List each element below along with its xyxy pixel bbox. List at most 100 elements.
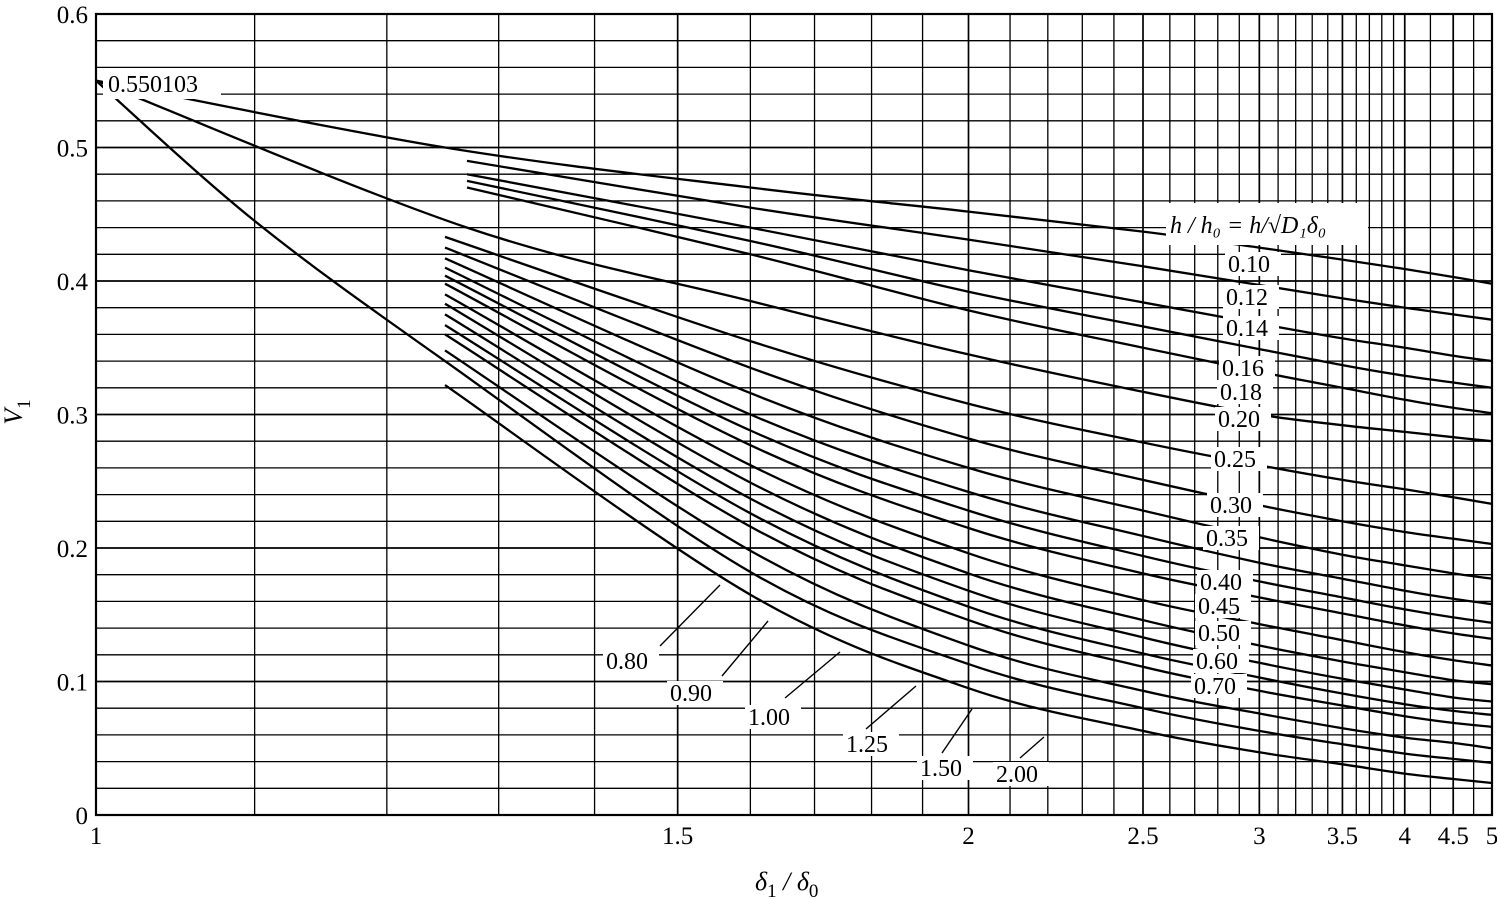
label-leader-0.80 bbox=[659, 584, 721, 647]
series-curve-1.00 bbox=[444, 333, 1493, 729]
label-background-0.10 bbox=[1225, 252, 1281, 276]
series-label-1.25: 1.25 bbox=[846, 732, 888, 758]
series-curve-0.14 bbox=[466, 173, 1493, 363]
label-background-0.18 bbox=[1217, 380, 1273, 404]
label-background-0.50 bbox=[1195, 621, 1251, 645]
x-axis-title-slash: / bbox=[777, 867, 797, 896]
plot-frame bbox=[94, 12, 1494, 817]
legend-title: h / h₀ = h/√D₁δ₀ bbox=[1170, 213, 1326, 239]
series-label-0.70: 0.70 bbox=[1194, 674, 1236, 700]
series-curve-0.40 bbox=[444, 266, 1493, 606]
series-label-0.80: 0.80 bbox=[606, 649, 648, 675]
y-tick-label: 0.6 bbox=[57, 2, 88, 29]
y-tick-label: 0.5 bbox=[57, 136, 88, 163]
y-tick-label: 0.3 bbox=[57, 403, 88, 430]
label-background-0.35 bbox=[1203, 526, 1259, 550]
series-label-0.40: 0.40 bbox=[1200, 570, 1242, 596]
series-label-0.50: 0.50 bbox=[1198, 621, 1240, 647]
label-leader-1.50 bbox=[941, 708, 973, 754]
label-background-0.45 bbox=[1195, 594, 1251, 618]
x-tick-label: 1 bbox=[90, 823, 103, 850]
series-label-0.16: 0.16 bbox=[1222, 356, 1264, 382]
label-background-1.00 bbox=[745, 705, 801, 729]
series-label-0.90: 0.90 bbox=[670, 681, 712, 707]
series-label-1.50: 1.50 bbox=[920, 756, 962, 782]
y-axis-title-main: V bbox=[0, 406, 28, 425]
label-background-0.60 bbox=[1193, 649, 1249, 673]
y-axis-title: V1 bbox=[0, 399, 35, 424]
series-curve-0.70 bbox=[444, 302, 1493, 686]
grid bbox=[94, 12, 1494, 817]
series-label-0.12: 0.12 bbox=[1226, 285, 1268, 311]
series-curve-0.35 bbox=[444, 257, 1493, 580]
series-label-0.25: 0.25 bbox=[1214, 447, 1256, 473]
x-tick-label: 5 bbox=[1486, 823, 1497, 850]
series-label-0.18: 0.18 bbox=[1220, 380, 1262, 406]
label-background-0.90 bbox=[667, 681, 723, 705]
label-background-0.40 bbox=[1197, 570, 1253, 594]
y-axis-title-sub: 1 bbox=[14, 399, 35, 409]
x-tick-label: 2 bbox=[962, 823, 975, 850]
label-background-0.14 bbox=[1223, 316, 1279, 340]
y-tick-label: 0.2 bbox=[57, 536, 88, 563]
series-curve-0.60 bbox=[444, 293, 1493, 667]
label-leader-2.00 bbox=[1019, 736, 1045, 759]
series-label-0.30: 0.30 bbox=[1210, 493, 1252, 519]
series-label-0.45: 0.45 bbox=[1198, 594, 1240, 620]
label-background-1.25 bbox=[843, 732, 899, 756]
label-leader-0.90 bbox=[721, 620, 769, 677]
x-tick-label: 2.5 bbox=[1127, 823, 1158, 850]
series-curve-0.10 bbox=[95, 79, 1493, 285]
series-curve-1.25 bbox=[444, 349, 1493, 750]
label-background-2.00 bbox=[993, 762, 1049, 786]
series-curve-0.20 bbox=[95, 79, 1493, 443]
label-background-0.12 bbox=[1223, 285, 1279, 309]
series-curve-2.00 bbox=[444, 384, 1493, 785]
series-curve-0.80 bbox=[444, 313, 1493, 703]
series-curve-1.50 bbox=[95, 79, 1493, 765]
curves bbox=[95, 79, 1493, 785]
label-background-0.25 bbox=[1211, 447, 1267, 471]
label-background-0.16 bbox=[1219, 356, 1275, 380]
x-tick-label: 1.5 bbox=[662, 823, 693, 850]
x-tick-label: 3 bbox=[1253, 823, 1266, 850]
label-background-0.20 bbox=[1215, 407, 1271, 431]
y-tick-label: 0.4 bbox=[57, 269, 89, 296]
y-tick-label: 0 bbox=[76, 803, 89, 830]
label-background-0.80 bbox=[603, 649, 659, 673]
label-leader-1.00 bbox=[784, 651, 841, 699]
x-axis-title: δ1 / δ0 bbox=[755, 867, 818, 899]
series-label-1.00: 1.00 bbox=[748, 705, 790, 731]
annotation-background bbox=[103, 71, 221, 99]
label-background-1.50 bbox=[917, 756, 973, 780]
series-label-2.00: 2.00 bbox=[996, 762, 1038, 788]
series-curve-0.90 bbox=[444, 324, 1493, 717]
series-curve-0.12 bbox=[466, 159, 1493, 321]
label-leaders bbox=[659, 584, 1045, 759]
x-tick-label: 4 bbox=[1399, 823, 1412, 850]
x-axis-title-num-sub: 1 bbox=[767, 881, 777, 899]
y-tick-label: 0.1 bbox=[57, 670, 88, 697]
tick-labels: 1 1.5 2 2.5 3 3.5 4 4.5 5 0 0.1 0.2 0.3 0.4 0.5 0.6 bbox=[57, 2, 1497, 850]
x-axis-title-den: δ bbox=[797, 867, 810, 896]
legend-title-background bbox=[1166, 203, 1368, 245]
series-curve-0.25 bbox=[444, 235, 1493, 506]
label-background-0.30 bbox=[1207, 493, 1263, 517]
series-label-0.20: 0.20 bbox=[1218, 407, 1260, 433]
label-leader-1.25 bbox=[865, 685, 917, 730]
curve-labels: 0.10 0.12 0.14 0.160.180.20 0.25 0.30 0.35 0.40… bbox=[603, 252, 1281, 788]
series-curve-0.50 bbox=[444, 282, 1493, 640]
series-label-0.14: 0.14 bbox=[1226, 316, 1268, 342]
annotation-value: 0.550103 bbox=[108, 72, 198, 98]
x-tick-label: 3.5 bbox=[1327, 823, 1358, 850]
series-curve-0.18 bbox=[466, 186, 1493, 415]
x-axis-title-num: δ bbox=[755, 867, 768, 896]
series-label-0.10: 0.10 bbox=[1228, 252, 1270, 278]
label-background-0.70 bbox=[1191, 674, 1247, 698]
x-tick-label: 4.5 bbox=[1438, 823, 1469, 850]
series-curve-0.16 bbox=[466, 179, 1493, 389]
series-curve-0.45 bbox=[444, 274, 1493, 624]
x-axis-title-den-sub: 0 bbox=[809, 881, 819, 899]
series-label-0.60: 0.60 bbox=[1196, 649, 1238, 675]
